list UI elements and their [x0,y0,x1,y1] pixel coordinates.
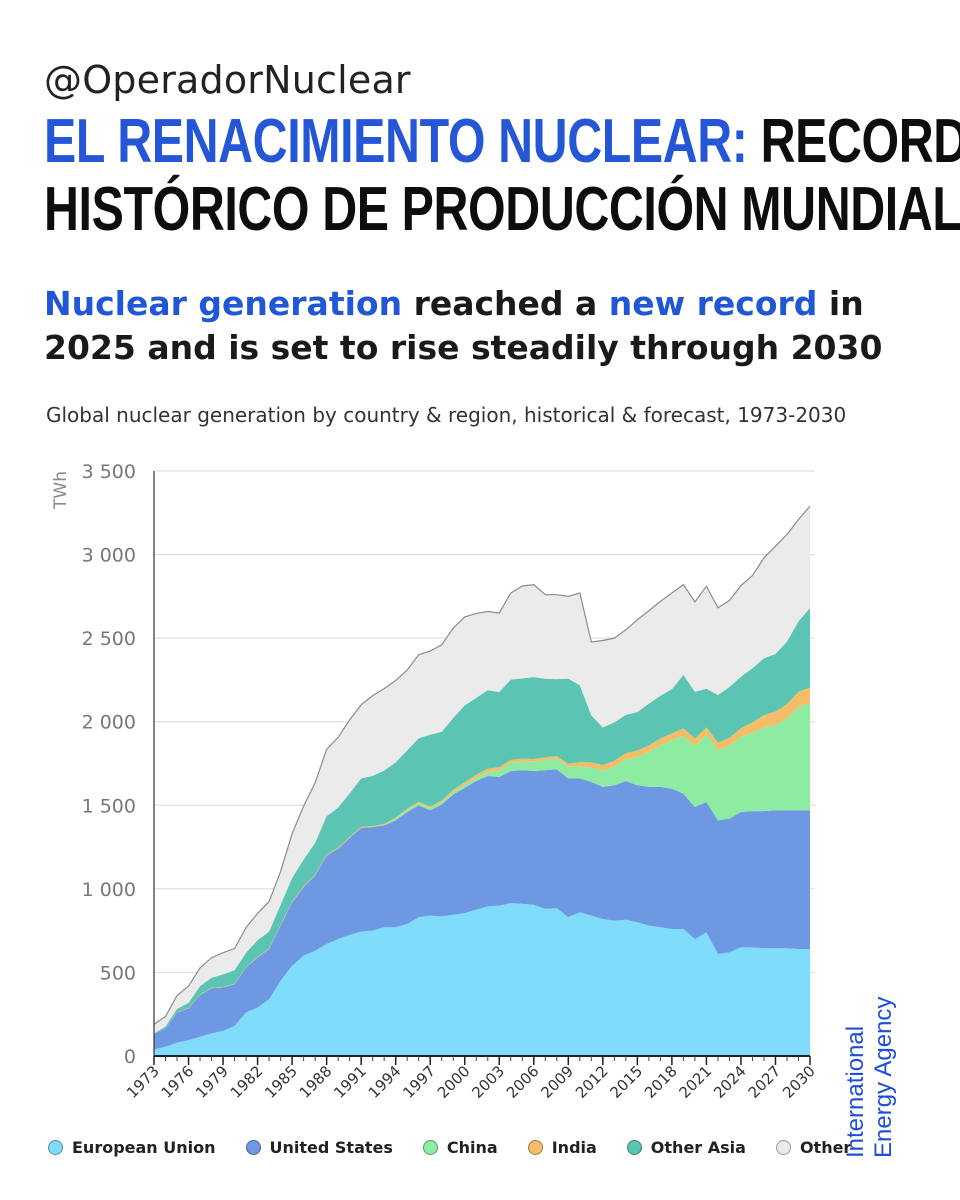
subhead-highlight-1: Nuclear generation [44,284,403,323]
headline-highlight: EL RENACIMIENTO NUCLEAR: [44,107,748,176]
area-european-union [154,903,810,1056]
legend-item-united-states: United States [245,1138,393,1157]
x-tick-label: 1982 [227,1062,267,1102]
area-other [154,506,810,1034]
legend-label: Other Asia [650,1138,746,1157]
y-tick-label: 3 500 [82,461,136,483]
legend-label: China [446,1138,498,1157]
x-tick-label: 2009 [537,1062,577,1102]
legend-swatch [245,1140,261,1155]
area-united-states [154,769,810,1050]
x-tick-label: 2006 [503,1062,543,1102]
legend-label: Other [799,1138,852,1157]
x-tick-label: 1991 [330,1062,370,1102]
headline: EL RENACIMIENTO NUCLEAR: RECORD HISTÓRIC… [44,108,960,244]
y-axis-label: TWh [51,471,71,510]
chart-legend: European Union United States China India Oth… [48,1138,851,1157]
x-tick-label: 1994 [365,1062,405,1102]
legend-label: European Union [72,1138,216,1157]
y-tick-label: 1 000 [82,879,136,901]
author-handle: @OperadorNuclear [44,58,411,102]
subhead-text-2: in [817,284,864,323]
iea-logo: International Energy Agency [842,997,898,1158]
legend-swatch [48,1140,63,1155]
total-outline [153,505,811,1025]
area-other-asia [154,608,810,1035]
x-tick-label: 2000 [434,1062,474,1102]
headline-text-1: RECORD [747,107,960,176]
x-tick-label: 1997 [399,1062,439,1102]
iea-logo-line-2: Energy Agency [870,996,897,1158]
legend-item-other-asia: Other Asia [626,1138,746,1157]
x-tick-label: 1985 [261,1062,301,1102]
subhead-highlight-2: new record [608,284,818,323]
y-axis-ticks: 0 500 1 000 1 500 2 000 2 500 3 000 3 500 [82,461,136,1068]
y-tick-label: 2 000 [82,712,136,734]
x-tick-label: 1976 [158,1062,198,1102]
x-tick-label: 2024 [710,1062,750,1102]
y-tick-label: 1 500 [82,795,136,817]
iea-logo-line-1: International [842,1025,869,1158]
y-tick-label: 500 [100,962,136,984]
legend-swatch [527,1140,543,1155]
legend-item-china: China [422,1138,498,1157]
legend-item-india: India [527,1138,597,1157]
x-tick-label: 2027 [745,1062,785,1102]
headline-text-2: HISTÓRICO DE PRODUCCIÓN MUNDIAL [44,175,960,244]
y-tick-label: 3 000 [82,545,136,567]
legend-item-other: Other [775,1138,852,1157]
x-tick-label: 1973 [123,1062,163,1102]
legend-label: United States [269,1138,393,1157]
chart-title: Global nuclear generation by country & r… [46,403,847,427]
subhead-text-1: reached a [402,284,609,323]
legend-label: India [551,1138,597,1157]
legend-swatch [626,1140,642,1155]
x-tick-label: 1988 [296,1062,336,1102]
x-tick-label: 2012 [572,1062,612,1102]
area-china [154,703,810,1035]
x-tick-label: 2018 [641,1062,681,1102]
legend-swatch [422,1140,438,1155]
area-series [153,505,811,1056]
subheadline: Nuclear generation reached a new record … [44,282,924,370]
y-tick-label: 2 500 [82,628,136,650]
x-tick-label: 1979 [192,1062,232,1102]
x-tick-label: 2021 [676,1062,716,1102]
x-tick-label: 2003 [468,1062,508,1102]
y-tick-label: 0 [124,1046,136,1068]
legend-item-european-union: European Union [48,1138,216,1157]
x-tick-label: 2015 [606,1062,646,1102]
subhead-text-3: 2025 and is set to rise steadily through… [44,328,883,367]
legend-swatch [775,1140,791,1155]
x-tick-label: 2030 [779,1062,819,1102]
